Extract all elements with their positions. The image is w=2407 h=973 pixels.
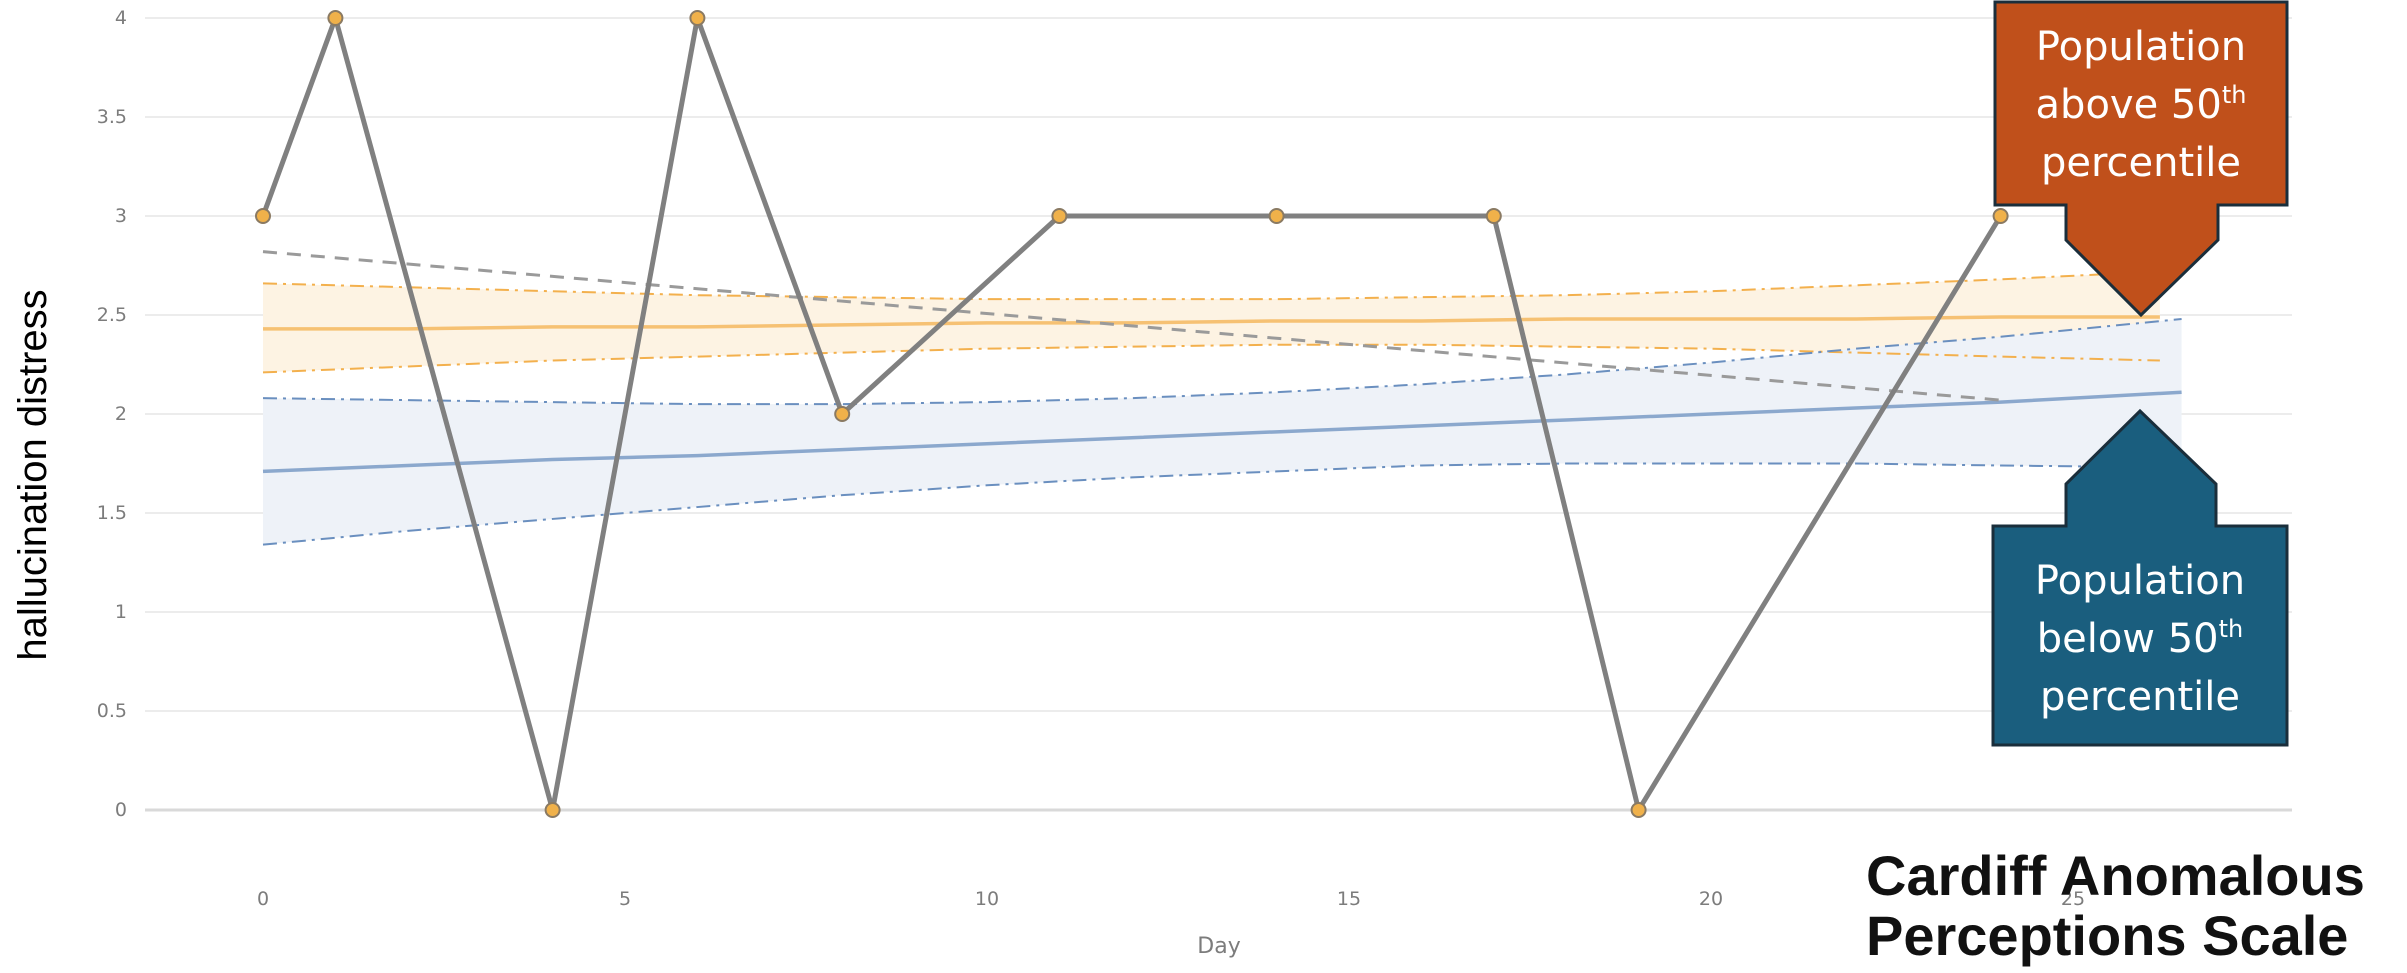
x-tick-label: 25 bbox=[2061, 888, 2085, 910]
data-point bbox=[1268, 208, 1285, 224]
band-lower-1 bbox=[262, 462, 2182, 546]
callout-above-line3: percentile bbox=[2041, 140, 2241, 186]
y-tick-label: 2.5 bbox=[97, 304, 127, 326]
callout-below-arrow bbox=[1991, 408, 2289, 747]
callout-below-line1: Population bbox=[2035, 558, 2245, 604]
y-tick-label: 0.5 bbox=[97, 700, 127, 722]
band-upper-1 bbox=[262, 317, 2182, 406]
data-point bbox=[689, 10, 706, 26]
scale-title-line2: Perceptions Scale bbox=[1866, 904, 2349, 967]
y-tick-labels: 0 0.5 1 1.5 2 2.5 3 3.5 4 bbox=[97, 7, 127, 821]
x-tick-label: 10 bbox=[975, 888, 999, 910]
trend-line bbox=[262, 250, 2001, 402]
data-point bbox=[1485, 208, 1502, 224]
band-mean-1 bbox=[262, 390, 2182, 474]
callout-below-50th: Population below 50th percentile bbox=[1991, 408, 2289, 747]
confidence-bands bbox=[262, 270, 2182, 546]
band-mean-0 bbox=[263, 315, 2160, 331]
x-tick-label: 20 bbox=[1699, 888, 1723, 910]
callout-below-line3: percentile bbox=[2040, 674, 2240, 720]
y-tick-label: 1.5 bbox=[97, 502, 127, 524]
x-tick-label: 5 bbox=[619, 888, 631, 910]
y-tick-label: 3 bbox=[115, 205, 127, 227]
y-tick-label: 3.5 bbox=[97, 106, 127, 128]
callout-above-arrow bbox=[1993, 0, 2289, 318]
y-tick-label: 1 bbox=[115, 601, 127, 623]
callout-above-line1: Population bbox=[2036, 24, 2246, 70]
distress-line bbox=[260, 15, 2003, 813]
data-point bbox=[1630, 802, 1647, 818]
callout-above-50th: Population above 50th percentile bbox=[1993, 0, 2289, 318]
x-tick-label: 0 bbox=[257, 888, 269, 910]
data-point bbox=[327, 10, 344, 26]
data-series bbox=[255, 10, 2009, 818]
data-point bbox=[834, 406, 851, 422]
scale-title: Cardiff Anomalous Perceptions Scale bbox=[1866, 846, 2406, 966]
x-tick-labels: 0 5 10 15 20 25 bbox=[257, 888, 2085, 910]
scale-title-line1: Cardiff Anomalous bbox=[1866, 844, 2365, 907]
y-tick-label: 4 bbox=[115, 7, 127, 29]
x-axis-title: Day bbox=[1197, 934, 1240, 959]
x-tick-label: 15 bbox=[1337, 888, 1361, 910]
y-axis-title: hallucination distress bbox=[11, 289, 55, 660]
data-point bbox=[1992, 208, 2009, 224]
y-tick-label: 0 bbox=[115, 799, 127, 821]
data-point bbox=[544, 802, 561, 818]
data-point bbox=[255, 208, 271, 224]
band-upper-0 bbox=[262, 270, 2160, 301]
data-point bbox=[1051, 208, 1068, 224]
callout-above-line2: above 50th bbox=[2036, 81, 2247, 128]
y-tick-label: 2 bbox=[115, 403, 127, 425]
callout-below-line2: below 50th bbox=[2037, 615, 2244, 662]
